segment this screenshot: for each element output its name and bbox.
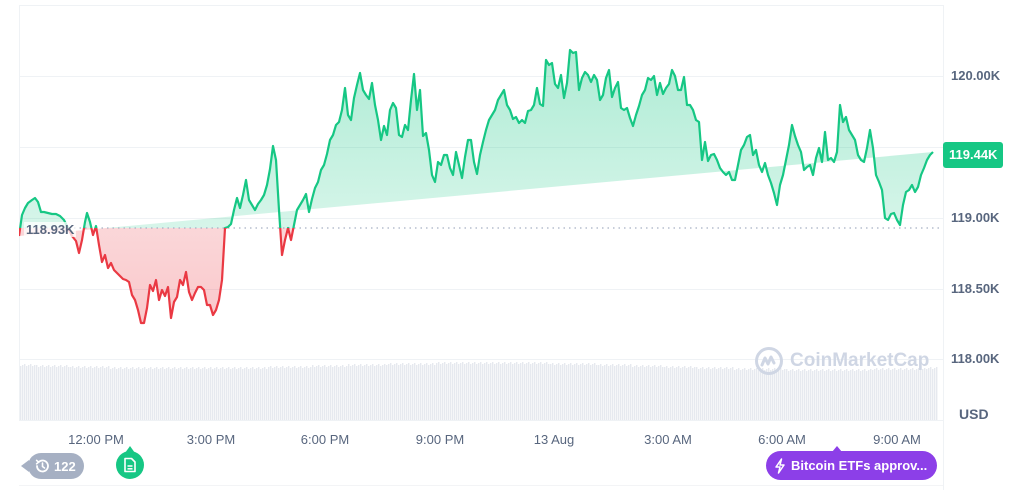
news-marker[interactable] <box>116 446 144 479</box>
price-line-up <box>19 48 934 228</box>
currency-label[interactable]: USD <box>959 406 989 422</box>
x-tick-12pm: 12:00 PM <box>68 432 124 447</box>
x-tick-3am: 3:00 AM <box>644 432 692 447</box>
history-clock-icon <box>35 459 49 473</box>
coinmarketcap-logo-icon <box>755 347 783 375</box>
x-tick-13aug: 13 Aug <box>533 432 575 447</box>
history-count: 122 <box>54 458 76 474</box>
x-tick-6pm: 6:00 PM <box>300 432 350 447</box>
watermark: CoinMarketCap <box>754 346 929 376</box>
area-below-baseline <box>19 228 294 323</box>
price-line-down <box>19 228 295 325</box>
y-tick-118500: 118.50K <box>951 281 1000 296</box>
y-tick-118000: 118.00K <box>951 351 1000 366</box>
volume-bars <box>20 362 938 420</box>
history-button[interactable]: 122 <box>21 453 84 479</box>
x-tick-6am: 6:00 AM <box>758 432 806 447</box>
baseline-price-label: 118.93K <box>24 222 77 237</box>
watermark-text: CoinMarketCap <box>790 350 930 371</box>
y-tick-120000: 120.00K <box>951 68 1001 83</box>
x-tick-9pm: 9:00 PM <box>415 432 465 447</box>
document-icon <box>124 457 136 473</box>
grid-lines <box>19 76 943 360</box>
y-tick-119000: 119.00K <box>951 210 1000 225</box>
event-label: Bitcoin ETFs approv... <box>791 458 928 473</box>
x-tick-3pm: 3:00 PM <box>186 432 236 447</box>
current-price-badge: 119.44K <box>943 142 1004 168</box>
x-tick-9am: 9:00 AM <box>873 432 921 447</box>
lightning-icon <box>775 457 785 474</box>
event-marker-bitcoin-etfs[interactable]: Bitcoin ETFs approv... <box>766 446 938 480</box>
